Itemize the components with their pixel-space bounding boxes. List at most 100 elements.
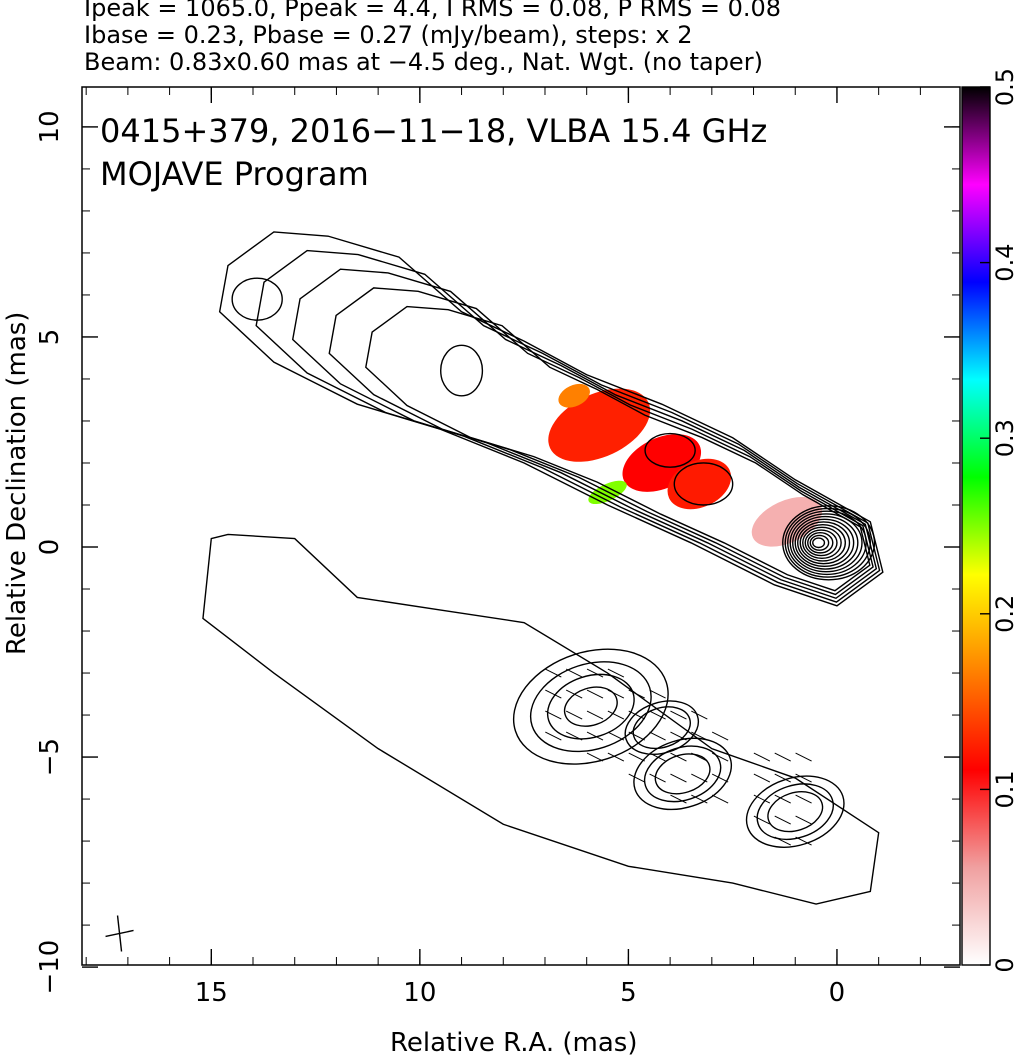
polarization-blob-contour	[563, 686, 618, 727]
fractional-polarization-colors	[548, 383, 823, 547]
program-label: MOJAVE Program	[100, 155, 369, 193]
evpa-tick	[691, 710, 708, 720]
evpa-tick	[670, 794, 687, 804]
evpa-tick	[774, 836, 791, 846]
core-contour	[787, 510, 867, 576]
y-tick-label: 10	[35, 110, 65, 143]
evpa-tick	[628, 731, 645, 741]
colorbar-tick-label: 0.5	[991, 68, 1019, 106]
polarization-blob-contour	[512, 648, 669, 765]
evpa-tick	[795, 752, 812, 762]
evpa-tick	[607, 731, 625, 741]
plot-frame	[81, 86, 961, 966]
polarization-blob-contour	[529, 661, 652, 753]
evpa-tick	[691, 794, 708, 804]
polarization-blob-contour	[632, 706, 691, 750]
evpa-tick	[774, 752, 791, 762]
evpa-tick	[545, 668, 562, 678]
evpa-tick	[607, 752, 625, 762]
evpa-tick	[607, 689, 625, 699]
core-contour	[812, 537, 826, 549]
evpa-tick	[691, 773, 708, 783]
evpa-tick	[586, 668, 604, 678]
evpa-tick	[586, 710, 604, 720]
y-tick-label: 5	[35, 329, 65, 346]
header-line-2: Ibase = 0.23, Pbase = 0.27 (mJy/beam), s…	[84, 21, 693, 49]
evpa-tick	[565, 710, 583, 720]
core-contour	[807, 532, 834, 554]
polarization-outer-contour	[202, 533, 880, 905]
polarization-blob-contour	[756, 783, 834, 841]
polarization-blob-contour	[624, 700, 700, 755]
header-line-1: Ipeak = 1065.0, Ppeak = 4.4, I RMS = 0.0…	[84, 0, 782, 22]
x-axis-label: Relative R.A. (mas)	[390, 1028, 638, 1058]
evpa-tick	[565, 731, 583, 741]
evpa-tick	[545, 731, 562, 741]
upper-intensity-contours	[218, 231, 884, 607]
evpa-tick	[711, 794, 729, 804]
evpa-tick	[649, 689, 666, 699]
evpa-tick	[795, 773, 812, 783]
evpa-tick	[670, 752, 687, 762]
knot-contour	[440, 344, 484, 397]
y-tick-label: −5	[35, 738, 65, 776]
evpa-tick	[649, 773, 666, 783]
colorbar-tick-label: 0.4	[991, 244, 1019, 282]
evpa-tick	[753, 773, 771, 783]
evpa-tick	[774, 773, 791, 783]
y-axis-label: Relative Declination (mas)	[2, 311, 32, 655]
evpa-tick	[607, 710, 625, 720]
evpa-tick	[670, 710, 687, 720]
evpa-tick	[795, 836, 812, 846]
x-tick-label: 0	[829, 978, 846, 1008]
core-contour	[784, 507, 872, 578]
evpa-tick	[691, 752, 708, 762]
evpa-tick	[586, 731, 604, 741]
evpa-tick	[649, 731, 666, 741]
y-tick-label: 0	[35, 539, 65, 556]
core-contour	[799, 523, 846, 562]
core-contour	[792, 515, 859, 570]
evpa-tick	[545, 689, 562, 699]
evpa-tick	[628, 752, 645, 762]
knot-contour	[644, 432, 696, 468]
evpa-tick	[795, 815, 812, 825]
evpa-tick	[628, 710, 645, 720]
x-tick-label: 5	[620, 978, 637, 1008]
evpa-tick	[774, 815, 791, 825]
colorbar	[961, 86, 991, 966]
polarization-blob-contour	[767, 791, 824, 833]
evpa-tick	[649, 752, 666, 762]
evpa-tick	[586, 752, 604, 762]
core-contour	[794, 518, 855, 568]
polarization-blob-contour	[633, 737, 733, 811]
evpa-tick	[565, 689, 583, 699]
knot-contour	[231, 277, 283, 321]
polarization-color-patch	[558, 383, 590, 408]
evpa-tick	[565, 668, 583, 678]
colorbar-tick-label: 0.1	[991, 770, 1019, 808]
polarization-blob-contour	[643, 745, 722, 803]
x-tick-label: 10	[403, 978, 436, 1008]
evpa-tick	[711, 731, 729, 741]
polarization-color-patch	[751, 497, 823, 547]
core-contour	[797, 521, 851, 565]
evpa-tick	[774, 794, 791, 804]
core-contour	[789, 513, 863, 573]
evpa-tick	[586, 689, 604, 699]
core-contour	[809, 534, 830, 551]
evpa-tick	[545, 710, 562, 720]
lower-polarization-contours	[202, 533, 880, 905]
evpa-tick	[753, 794, 771, 804]
polarization-blob-contour	[546, 673, 635, 740]
header-line-3: Beam: 0.83x0.60 mas at −4.5 deg., Nat. W…	[84, 48, 763, 76]
y-tick-label: −10	[35, 940, 65, 995]
evpa-tick	[649, 710, 666, 720]
colorbar-tick-label: 0.3	[991, 419, 1019, 457]
beam-major-axis	[116, 915, 123, 952]
x-tick-label: 15	[195, 978, 228, 1008]
colorbar-tick-label: 0	[991, 957, 1019, 972]
polarization-blob-contour	[745, 775, 845, 848]
evpa-tick	[711, 773, 729, 783]
